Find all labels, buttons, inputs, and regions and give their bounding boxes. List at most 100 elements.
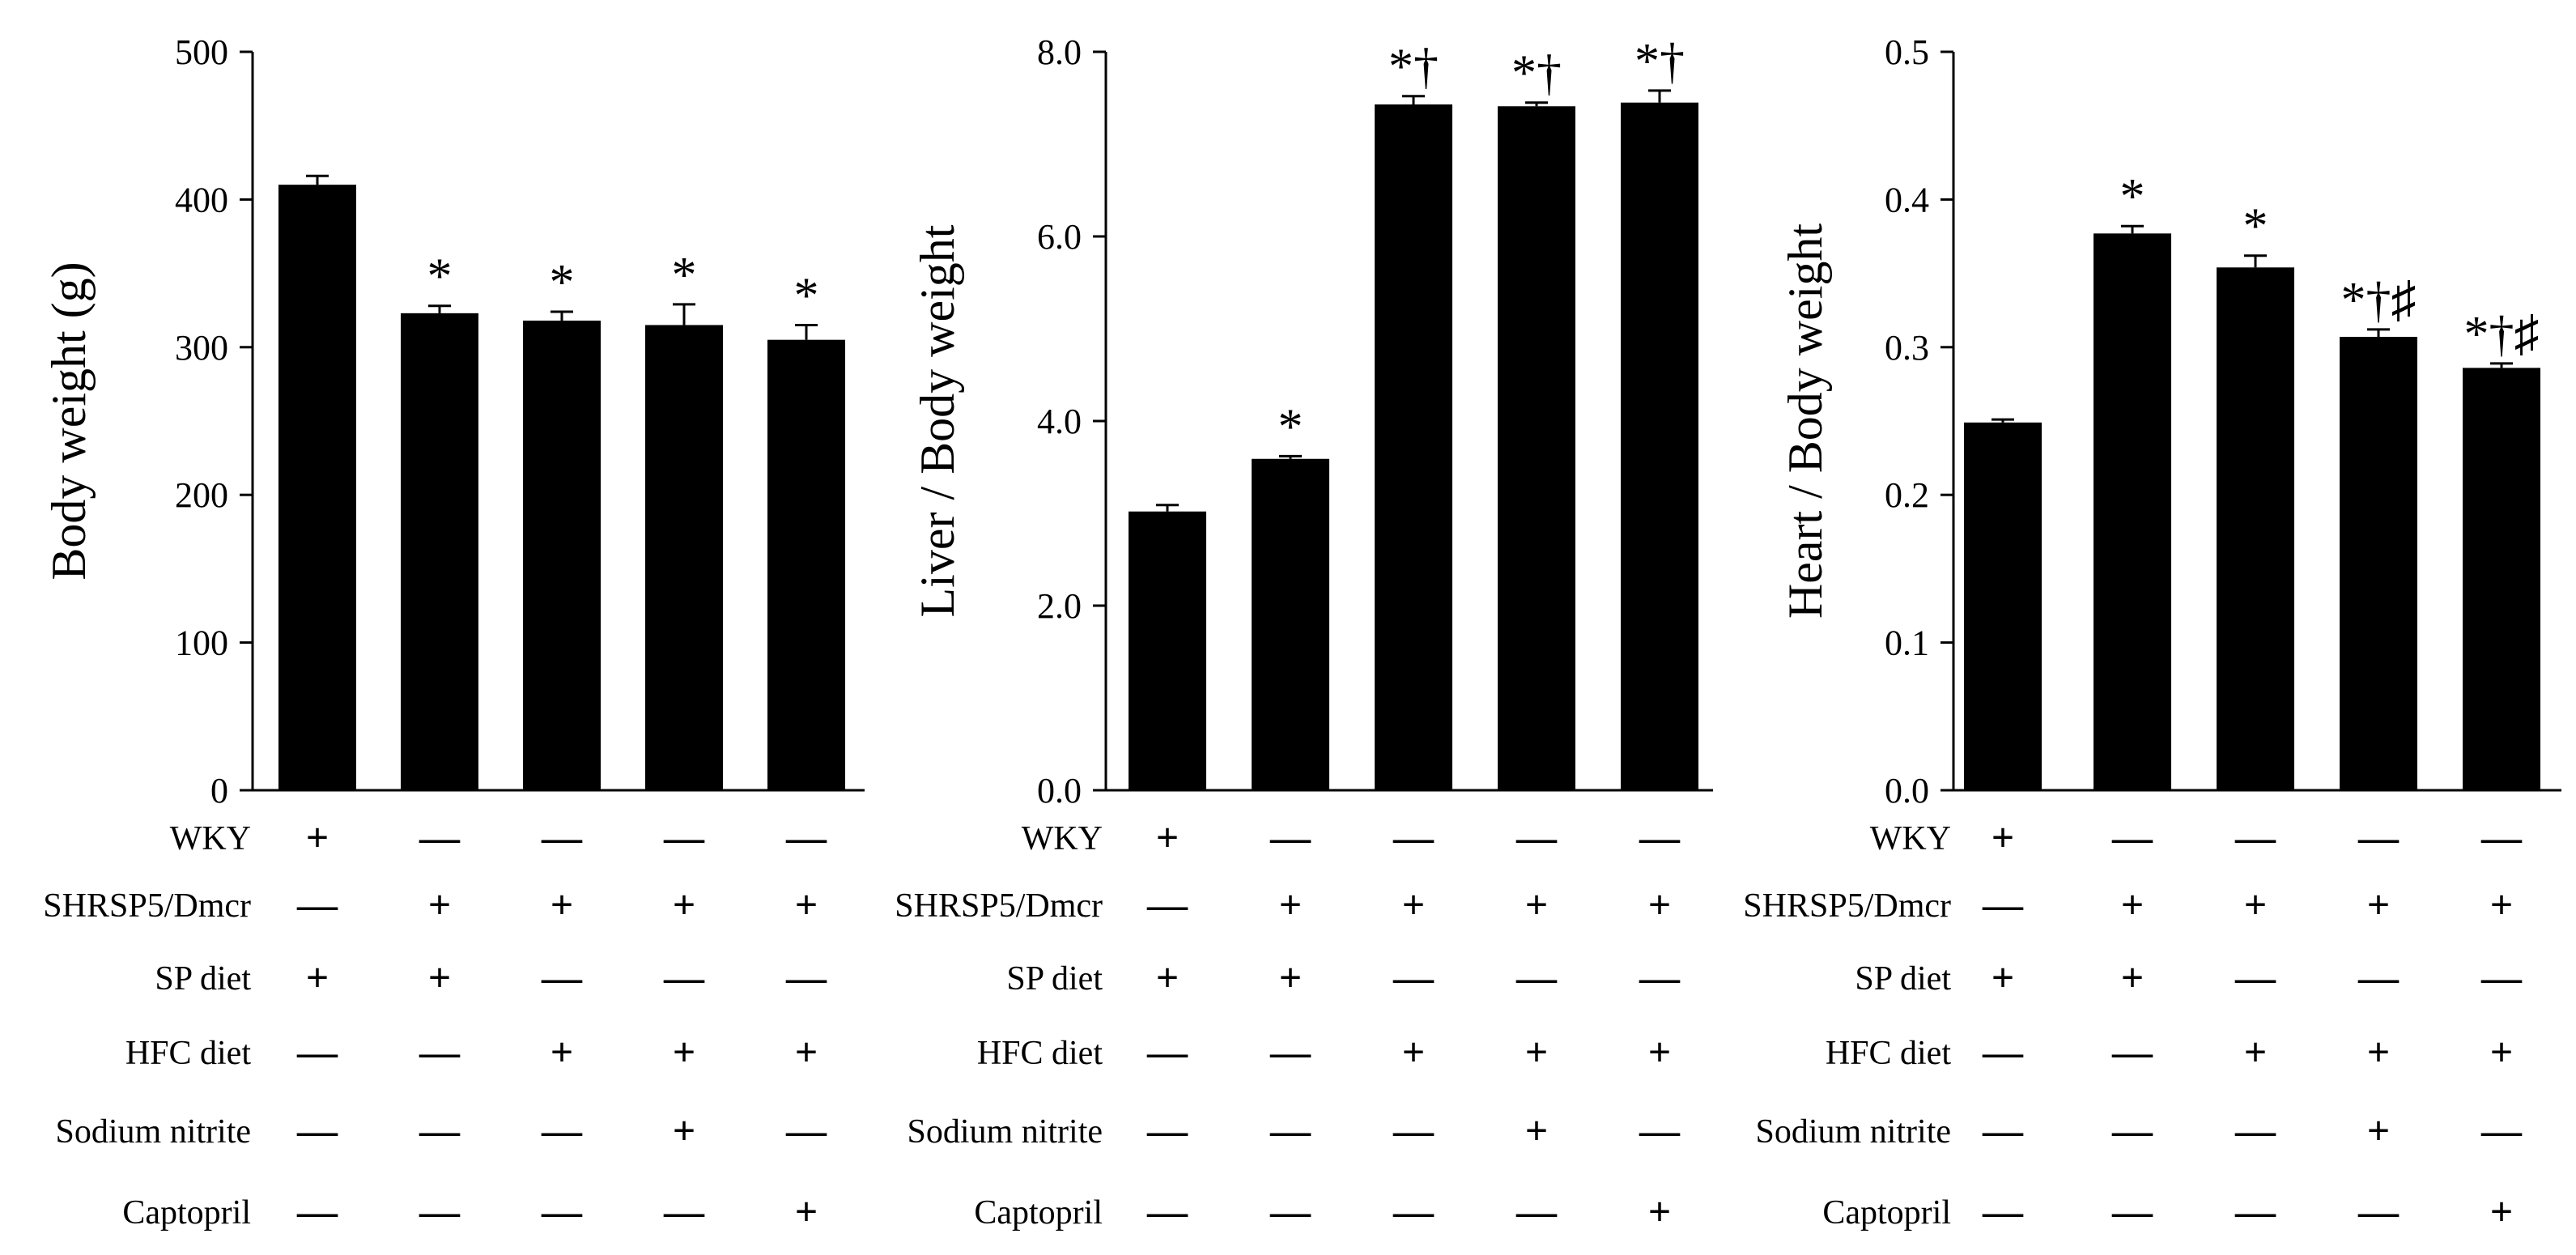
condition-mark: — [2357,815,2400,860]
condition-mark: + [1402,1029,1426,1074]
y-tick-label: 0.0 [1885,771,1929,810]
condition-mark: — [2480,955,2523,1000]
condition-mark: + [1402,882,1426,927]
condition-mark: — [1392,955,1435,1000]
condition-mark: + [2490,1029,2514,1074]
condition-mark: — [1515,815,1558,860]
y-tick-label: 0.4 [1885,180,1929,219]
condition-mark: — [663,815,705,860]
y-axis-title: Liver / Body weight [911,224,964,617]
significance-marker: *†♯ [2464,307,2540,362]
condition-mark: — [1392,815,1435,860]
bar [401,313,478,790]
significance-marker: * [794,268,819,323]
condition-mark: — [2234,1108,2276,1153]
significance-marker: * [2120,169,2145,224]
condition-mark: — [419,1108,461,1153]
condition-mark: + [673,1108,696,1153]
condition-mark: + [306,955,329,1000]
significance-marker: * [1278,399,1303,454]
condition-mark: + [550,882,574,927]
bar [645,325,723,790]
condition-mark: — [2234,815,2276,860]
condition-mark: — [296,1189,338,1234]
condition-mark: + [2367,1029,2391,1074]
condition-row-label: SP diet [155,960,251,998]
condition-mark: + [1992,955,2015,1000]
significance-marker: * [2243,199,2268,254]
y-tick-label: 100 [175,623,228,663]
significance-marker: *† [1634,34,1685,89]
y-tick-label: 6.0 [1037,217,1082,257]
condition-mark: — [2480,1108,2523,1153]
bar [1375,104,1452,791]
condition-row-label: Captopril [974,1194,1103,1232]
condition-mark: — [785,815,827,860]
condition-row-label: SP diet [1006,960,1103,998]
condition-mark: + [1156,955,1180,1000]
condition-mark: + [1648,1189,1672,1234]
bar [1964,422,2042,790]
condition-row-label: SHRSP5/Dmcr [1743,887,1951,925]
condition-mark: + [1525,1108,1549,1153]
condition-mark: — [1982,1108,2024,1153]
bar [767,339,845,790]
condition-mark: — [1269,1189,1311,1234]
condition-mark: — [2234,955,2276,1000]
significance-marker: *† [1388,40,1439,95]
y-tick-label: 4.0 [1037,402,1082,441]
significance-marker: *† [1511,46,1562,101]
condition-row-label: Sodium nitrite [908,1113,1103,1151]
condition-mark: + [2244,1029,2268,1074]
condition-mark: — [541,1189,583,1234]
condition-mark: + [795,1189,818,1234]
bar [1621,102,1698,790]
bar [278,185,356,790]
condition-mark: — [296,882,338,927]
condition-mark: — [1269,1108,1311,1153]
y-tick-label: 0.1 [1885,623,1929,663]
condition-mark: — [1515,955,1558,1000]
y-tick-label: 400 [175,180,228,219]
chart-panel-1: 0 100 200 300 400 500 Body weight (g) * * * * WKY + —… [42,32,865,1234]
condition-mark: — [1269,1029,1311,1074]
condition-mark: + [673,1029,696,1074]
condition-mark: + [1279,882,1303,927]
condition-row-label: SP diet [1855,960,1951,998]
y-tick-label: 2.0 [1037,586,1082,626]
condition-mark: + [2490,882,2514,927]
significance-marker: * [672,248,697,303]
condition-mark: + [2244,882,2268,927]
condition-mark: — [2111,815,2153,860]
bar [2217,267,2294,791]
condition-mark: + [673,882,696,927]
condition-row-label: SHRSP5/Dmcr [895,887,1103,925]
y-tick-label: 0 [210,771,228,810]
bar [2463,368,2540,790]
y-tick-label: 8.0 [1037,32,1082,72]
condition-mark: — [1392,1108,1435,1153]
condition-mark: + [1648,1029,1672,1074]
condition-row-label: HFC diet [1826,1035,1952,1072]
y-tick-label: 200 [175,475,228,515]
condition-mark: + [1992,815,2015,860]
condition-row-label: WKY [1022,820,1103,857]
bar [2340,337,2417,791]
condition-mark: — [2480,815,2523,860]
condition-mark: — [419,1189,461,1234]
y-tick-label: 500 [175,32,228,72]
condition-mark: — [1392,1189,1435,1234]
significance-marker: * [427,249,453,304]
condition-mark: — [1639,1108,1681,1153]
condition-mark: — [1146,1029,1188,1074]
condition-mark: — [2111,1189,2153,1234]
condition-mark: — [1639,815,1681,860]
condition-mark: — [2357,955,2400,1000]
condition-mark: + [1648,882,1672,927]
condition-mark: — [1146,882,1188,927]
condition-mark: + [1525,1029,1549,1074]
chart-panel-3: 0.0 0.1 0.2 0.3 0.4 0.5 Heart / Body weight * * *… [1743,32,2561,1234]
condition-mark: — [663,1189,705,1234]
bar [523,320,601,790]
condition-mark: + [2121,882,2145,927]
